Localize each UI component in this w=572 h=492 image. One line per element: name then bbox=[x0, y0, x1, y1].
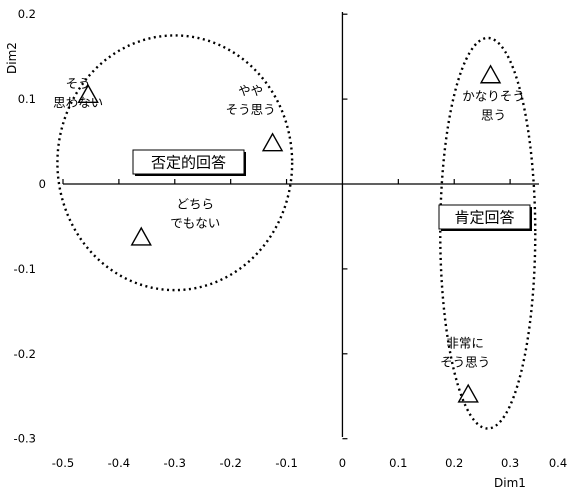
x-tick-label: -0.2 bbox=[219, 456, 241, 470]
group-label-box-negative bbox=[132, 149, 245, 175]
y-tick-label: 0.2 bbox=[18, 7, 36, 21]
y-axis-title: Dim2 bbox=[5, 42, 19, 74]
point-label-yaya-sou-omou: そう思う bbox=[226, 102, 276, 117]
x-tick-label: -0.4 bbox=[108, 456, 130, 470]
group-ellipses bbox=[56, 34, 537, 430]
point-marker-kanari-sou-omou bbox=[479, 64, 502, 84]
y-tick-label: 0 bbox=[39, 177, 46, 191]
y-tick-label: -0.1 bbox=[14, 262, 36, 276]
point-label-sou-omowanai: 思わない bbox=[53, 95, 103, 110]
point-marker-hijouni-sou-omou bbox=[457, 383, 479, 403]
x-tick-label: -0.5 bbox=[52, 456, 74, 470]
point-label-kanari-sou-omou: 思う bbox=[481, 107, 506, 122]
x-tick-label: 0.1 bbox=[389, 456, 407, 470]
point-label-hijouni-sou-omou: 非常に bbox=[446, 336, 484, 351]
y-tick-label: -0.3 bbox=[14, 432, 36, 446]
y-tick-label: -0.2 bbox=[14, 347, 36, 361]
x-tick-label: 0 bbox=[339, 456, 346, 470]
point-marker-dochiradem bbox=[130, 226, 152, 246]
x-axis-ticks bbox=[62, 179, 511, 184]
group-ellipse-negative bbox=[56, 34, 294, 292]
data-points bbox=[77, 64, 502, 403]
x-tick-label: 0.4 bbox=[549, 456, 567, 470]
point-label-dochiradem: どちら bbox=[176, 196, 214, 211]
y-tick-labels: 0.2 0.1 0 -0.1 -0.2 -0.3 bbox=[14, 7, 46, 446]
point-label-hijouni-sou-omou: そう思う bbox=[440, 355, 490, 370]
x-tick-label: 0.2 bbox=[445, 456, 463, 470]
point-label-yaya-sou-omou: やや bbox=[238, 83, 263, 98]
axes bbox=[62, 12, 539, 440]
x-tick-label: -0.3 bbox=[164, 456, 186, 470]
point-marker-yaya-sou-omou bbox=[261, 132, 284, 152]
group-ellipse-positive bbox=[439, 36, 537, 430]
point-label-sou-omowanai: そう bbox=[66, 76, 91, 91]
x-tick-labels: -0.5 -0.4 -0.3 -0.2 -0.1 0 0.1 0.2 0.3 0.4 bbox=[52, 456, 567, 470]
y-axis-ticks bbox=[342, 13, 348, 440]
y-tick-label: 0.1 bbox=[18, 92, 36, 106]
group-label-box-positive bbox=[438, 204, 531, 230]
group-label-negative: 否定的回答 bbox=[151, 154, 226, 172]
point-label-kanari-sou-omou: かなりそう bbox=[462, 88, 525, 103]
group-label-positive: 肯定回答 bbox=[454, 209, 514, 227]
point-marker-sou-omowanai bbox=[77, 83, 99, 103]
x-axis-title: Dim1 bbox=[494, 476, 526, 490]
point-label-dochiradem: でもない bbox=[170, 215, 220, 230]
x-tick-label: 0.3 bbox=[501, 456, 519, 470]
x-tick-label: -0.1 bbox=[275, 456, 297, 470]
